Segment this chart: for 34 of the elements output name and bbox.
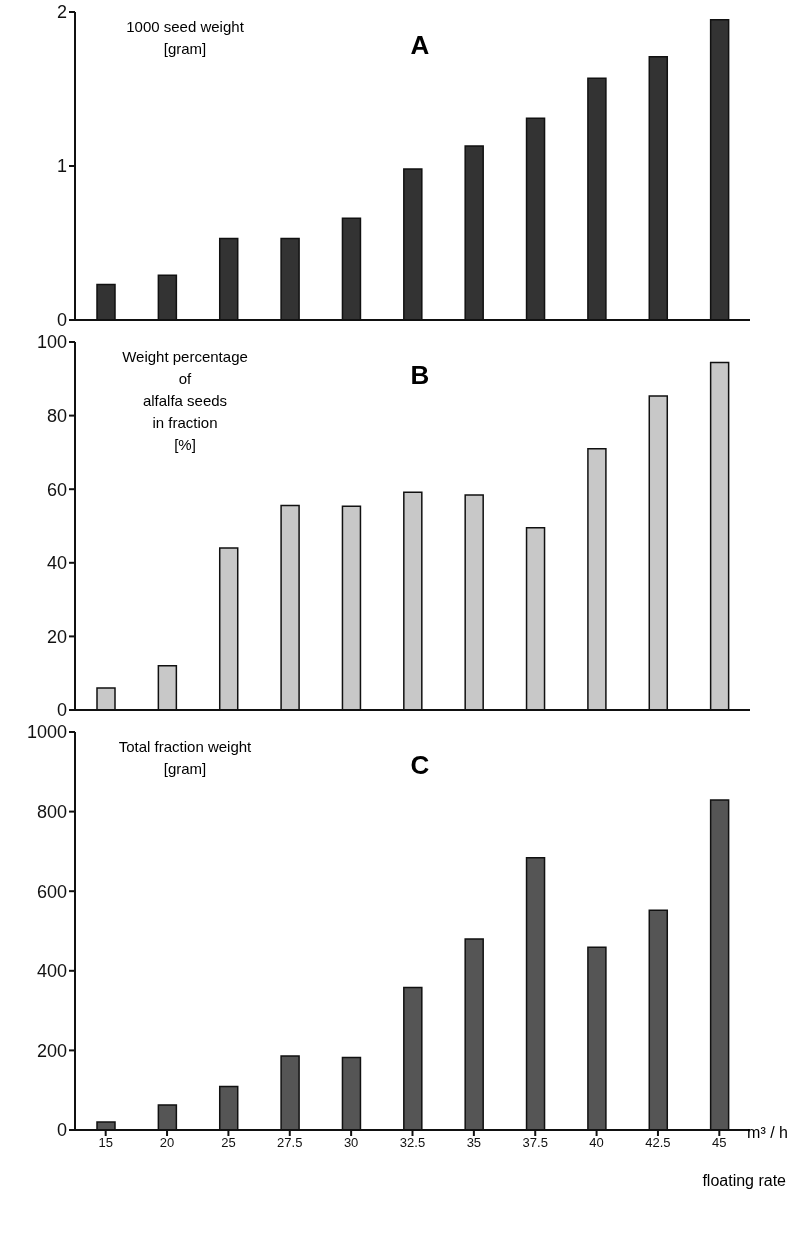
annotation: m³ / h [747,1124,788,1142]
y-tick-label: 0 [56,700,67,721]
y-tick-label: 0 [56,310,67,331]
y-axis-title: Weight percentage of alfalfa seeds in fraction [%] [121,347,249,455]
x-tick-label: 20 [159,1135,175,1151]
text: B [409,360,431,391]
x-tick-label: 37.5 [522,1135,548,1151]
x-tick-label: 35 [466,1135,482,1151]
text: C [409,750,431,781]
y-axis-title: 1000 seed weight [gram] [125,17,245,59]
y-tick-label: 100 [36,332,67,353]
y-tick-label: 1 [56,156,67,177]
x-axis-title: floating rate [702,1172,786,1190]
x-tick-label: 42.5 [645,1135,671,1151]
y-tick-label: 80 [46,405,67,426]
y-tick-label: 20 [46,626,67,647]
y-tick-label: 400 [36,961,67,982]
x-tick-label: 15 [98,1135,113,1151]
text: A [409,30,431,61]
x-tick-label: 30 [343,1135,359,1151]
y-tick-label: 1000 [26,722,67,743]
y-tick-label: 0 [56,1120,67,1141]
y-tick-label: 2 [56,2,67,23]
y-tick-label: 40 [46,553,67,574]
y-tick-label: 200 [36,1040,67,1061]
x-tick-label: 32.5 [399,1135,426,1151]
x-tick-label: 45 [712,1135,727,1151]
y-tick-label: 600 [36,881,67,902]
x-tick-label: 25 [221,1135,236,1151]
x-tick-label: 27.5 [277,1135,303,1151]
y-tick-label: 800 [36,801,67,822]
y-tick-label: 60 [46,479,67,500]
y-axis-title: Total fraction weight [gram] [117,737,253,779]
x-tick-label: 40 [589,1135,604,1151]
